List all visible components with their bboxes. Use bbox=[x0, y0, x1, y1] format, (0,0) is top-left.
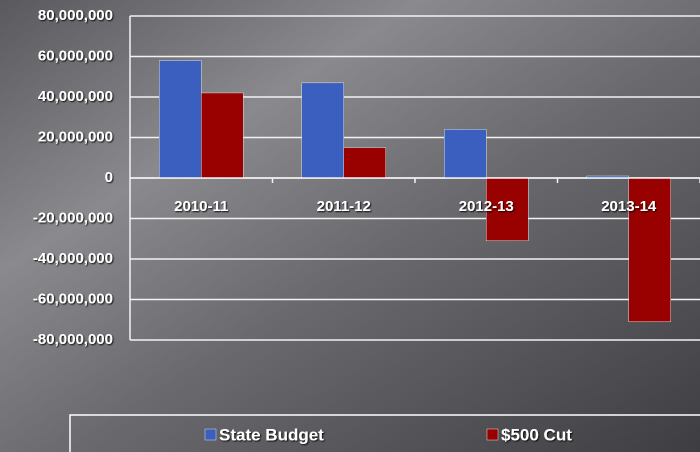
y-tick-label: 40,000,000 bbox=[38, 88, 113, 105]
y-tick-label: -60,000,000 bbox=[33, 290, 113, 307]
x-tick-label: 2011-12 bbox=[317, 198, 371, 215]
x-tick-label: 2012-13 bbox=[459, 198, 514, 215]
y-tick-label: 0 bbox=[105, 169, 113, 186]
y-tick-label: 20,000,000 bbox=[38, 128, 113, 145]
y-tick-label: 60,000,000 bbox=[38, 47, 113, 64]
y-tick-label: -20,000,000 bbox=[33, 209, 113, 226]
bar bbox=[486, 177, 529, 242]
legend-box bbox=[69, 414, 700, 452]
legend-label: State Budget bbox=[219, 425, 324, 444]
bar bbox=[301, 82, 344, 179]
y-tick-label: 80,000,000 bbox=[38, 7, 113, 24]
bar bbox=[201, 92, 244, 179]
legend-label: $500 Cut bbox=[501, 425, 572, 444]
legend-swatch bbox=[486, 428, 499, 441]
bar bbox=[343, 147, 386, 179]
y-tick-label: -80,000,000 bbox=[33, 331, 113, 348]
x-tick-label: 2010-11 bbox=[174, 198, 228, 215]
legend-swatch bbox=[204, 428, 217, 441]
bar bbox=[159, 60, 202, 179]
bar bbox=[628, 177, 671, 323]
y-tick-label: -40,000,000 bbox=[33, 250, 113, 267]
bar bbox=[444, 129, 487, 179]
x-tick-label: 2013-14 bbox=[601, 198, 657, 215]
